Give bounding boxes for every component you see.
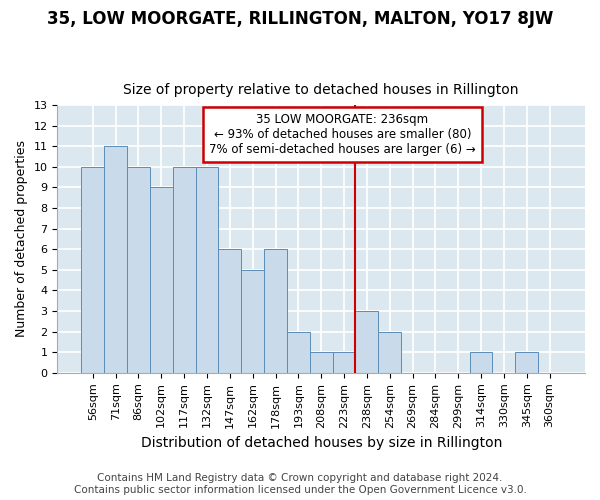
Bar <box>515 352 538 373</box>
Text: Contains HM Land Registry data © Crown copyright and database right 2024.
Contai: Contains HM Land Registry data © Crown c… <box>74 474 526 495</box>
Bar <box>379 332 401 373</box>
Title: Size of property relative to detached houses in Rillington: Size of property relative to detached ho… <box>124 83 519 97</box>
Bar <box>332 352 355 373</box>
Text: 35 LOW MOORGATE: 236sqm
← 93% of detached houses are smaller (80)
7% of semi-det: 35 LOW MOORGATE: 236sqm ← 93% of detache… <box>209 113 476 156</box>
Bar <box>310 352 332 373</box>
Y-axis label: Number of detached properties: Number of detached properties <box>15 140 28 338</box>
Bar <box>127 167 150 373</box>
Bar <box>264 250 287 373</box>
Text: 35, LOW MOORGATE, RILLINGTON, MALTON, YO17 8JW: 35, LOW MOORGATE, RILLINGTON, MALTON, YO… <box>47 10 553 28</box>
Bar <box>196 167 218 373</box>
Bar <box>287 332 310 373</box>
Bar <box>82 167 104 373</box>
Bar <box>150 188 173 373</box>
Bar <box>241 270 264 373</box>
Bar <box>470 352 493 373</box>
Bar <box>104 146 127 373</box>
X-axis label: Distribution of detached houses by size in Rillington: Distribution of detached houses by size … <box>140 436 502 450</box>
Bar <box>218 250 241 373</box>
Bar <box>173 167 196 373</box>
Bar <box>355 311 379 373</box>
